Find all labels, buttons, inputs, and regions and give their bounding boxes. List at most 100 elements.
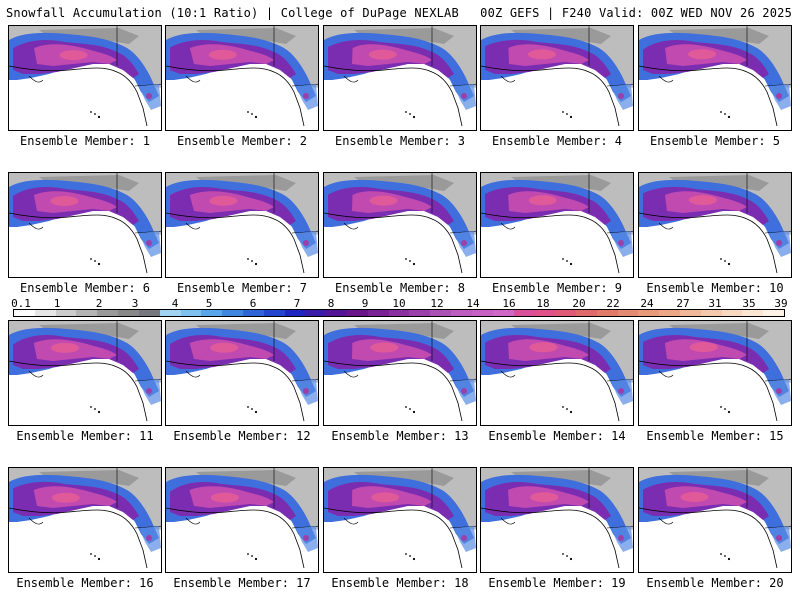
colorbar-tick-label: 22 xyxy=(606,297,620,310)
ensemble-member-map xyxy=(323,467,477,573)
ensemble-member-label: Ensemble Member: 15 xyxy=(646,429,784,443)
colorbar-swatch xyxy=(680,310,701,316)
snowfall-map-icon xyxy=(9,173,161,274)
colorbar-tick-label: 2 xyxy=(95,297,103,310)
colorbar-swatch xyxy=(347,310,368,316)
colorbar-swatch xyxy=(34,310,56,316)
colorbar-tick-label: 10 xyxy=(392,297,406,310)
forecast-valid-time: 00Z GEFS | F240 Valid: 00Z WED NOV 26 20… xyxy=(480,6,792,20)
snowfall-map-icon xyxy=(166,173,318,274)
colorbar-swatch xyxy=(242,310,264,316)
colorbar-swatch xyxy=(534,310,556,316)
ensemble-member-label: Ensemble Member: 18 xyxy=(331,576,469,590)
snowfall-map-icon xyxy=(481,26,633,127)
ensemble-member-map xyxy=(480,467,634,573)
colorbar-tick-label: 16 xyxy=(502,297,516,310)
ensemble-member-label: Ensemble Member: 17 xyxy=(173,576,311,590)
ensemble-member-label: Ensemble Member: 1 xyxy=(19,134,151,148)
colorbar-tick-label: 39 xyxy=(774,297,788,310)
colorbar-tick-label: 20 xyxy=(572,297,586,310)
ensemble-member-map xyxy=(165,25,319,131)
snowfall-colorbar xyxy=(13,309,785,317)
snowfall-map-icon xyxy=(166,468,318,569)
ensemble-member-map xyxy=(638,467,792,573)
ensemble-member-map xyxy=(8,320,162,426)
colorbar-tick-label: 3 xyxy=(131,297,139,310)
snowfall-map-icon xyxy=(639,26,791,127)
colorbar-tick-label: 4 xyxy=(171,297,179,310)
snowfall-map-icon xyxy=(324,321,476,422)
ensemble-member-label: Ensemble Member: 5 xyxy=(649,134,781,148)
ensemble-member-label: Ensemble Member: 13 xyxy=(331,429,469,443)
colorbar-swatch xyxy=(367,310,389,316)
colorbar-swatch xyxy=(55,310,77,316)
colorbar-tick-label: 24 xyxy=(640,297,654,310)
colorbar-tick-label: 35 xyxy=(742,297,756,310)
ensemble-member-label: Ensemble Member: 6 xyxy=(19,281,151,295)
ensemble-member-label: Ensemble Member: 20 xyxy=(646,576,784,590)
colorbar-swatch xyxy=(596,310,618,316)
snowfall-map-icon xyxy=(481,173,633,274)
colorbar-swatch xyxy=(638,310,660,316)
snowfall-map-icon xyxy=(324,468,476,569)
colorbar-swatch xyxy=(388,310,410,316)
colorbar-swatch xyxy=(721,310,743,316)
ensemble-member-map xyxy=(480,172,634,278)
ensemble-member-map xyxy=(638,172,792,278)
snowfall-map-icon xyxy=(481,468,633,569)
ensemble-member-label: Ensemble Member: 10 xyxy=(646,281,784,295)
colorbar-swatch xyxy=(326,310,347,316)
colorbar-swatch xyxy=(700,310,722,316)
colorbar-swatch xyxy=(742,310,764,316)
colorbar-swatch xyxy=(617,310,639,316)
snowfall-map-icon xyxy=(166,321,318,422)
colorbar-swatch xyxy=(138,310,160,316)
snowfall-map-icon xyxy=(9,26,161,127)
ensemble-member-label: Ensemble Member: 11 xyxy=(16,429,154,443)
colorbar-swatch xyxy=(222,310,243,316)
colorbar-swatch xyxy=(555,310,576,316)
colorbar-tick-label: 7 xyxy=(293,297,301,310)
ensemble-member-label: Ensemble Member: 9 xyxy=(491,281,623,295)
colorbar-tick-label: 0.1 xyxy=(11,297,31,310)
colorbar-tick-label: 1 xyxy=(53,297,61,310)
ensemble-member-map xyxy=(638,25,792,131)
ensemble-member-map xyxy=(8,467,162,573)
colorbar-swatch xyxy=(513,310,535,316)
colorbar-swatch xyxy=(492,310,514,316)
colorbar-swatch xyxy=(659,310,680,316)
ensemble-member-label: Ensemble Member: 8 xyxy=(334,281,466,295)
colorbar-tick-label: 6 xyxy=(249,297,257,310)
ensemble-member-map xyxy=(165,467,319,573)
ensemble-member-label: Ensemble Member: 3 xyxy=(334,134,466,148)
snowfall-map-icon xyxy=(324,26,476,127)
colorbar-swatch xyxy=(305,310,327,316)
ensemble-member-map xyxy=(165,172,319,278)
colorbar-swatch xyxy=(284,310,306,316)
colorbar-swatch xyxy=(430,310,452,316)
colorbar-swatch xyxy=(97,310,119,316)
colorbar-swatch xyxy=(180,310,202,316)
snowfall-map-icon xyxy=(481,321,633,422)
ensemble-member-map xyxy=(480,320,634,426)
snowfall-map-icon xyxy=(9,321,161,422)
ensemble-member-map xyxy=(323,25,477,131)
ensemble-member-label: Ensemble Member: 19 xyxy=(488,576,626,590)
snowfall-map-icon xyxy=(639,468,791,569)
colorbar-swatch xyxy=(575,310,597,316)
colorbar-swatch xyxy=(471,310,493,316)
ensemble-member-map xyxy=(323,320,477,426)
colorbar-tick-label: 12 xyxy=(430,297,444,310)
snowfall-map-icon xyxy=(324,173,476,274)
map-title: Snowfall Accumulation (10:1 Ratio) | Col… xyxy=(6,6,459,20)
snowfall-map-icon xyxy=(639,321,791,422)
colorbar-swatch xyxy=(118,310,139,316)
ensemble-member-label: Ensemble Member: 4 xyxy=(491,134,623,148)
colorbar-swatch xyxy=(201,310,223,316)
ensemble-member-map xyxy=(165,320,319,426)
ensemble-member-label: Ensemble Member: 2 xyxy=(176,134,308,148)
ensemble-member-map xyxy=(8,25,162,131)
ensemble-member-map xyxy=(323,172,477,278)
colorbar-tick-label: 31 xyxy=(708,297,722,310)
snowfall-map-icon xyxy=(639,173,791,274)
